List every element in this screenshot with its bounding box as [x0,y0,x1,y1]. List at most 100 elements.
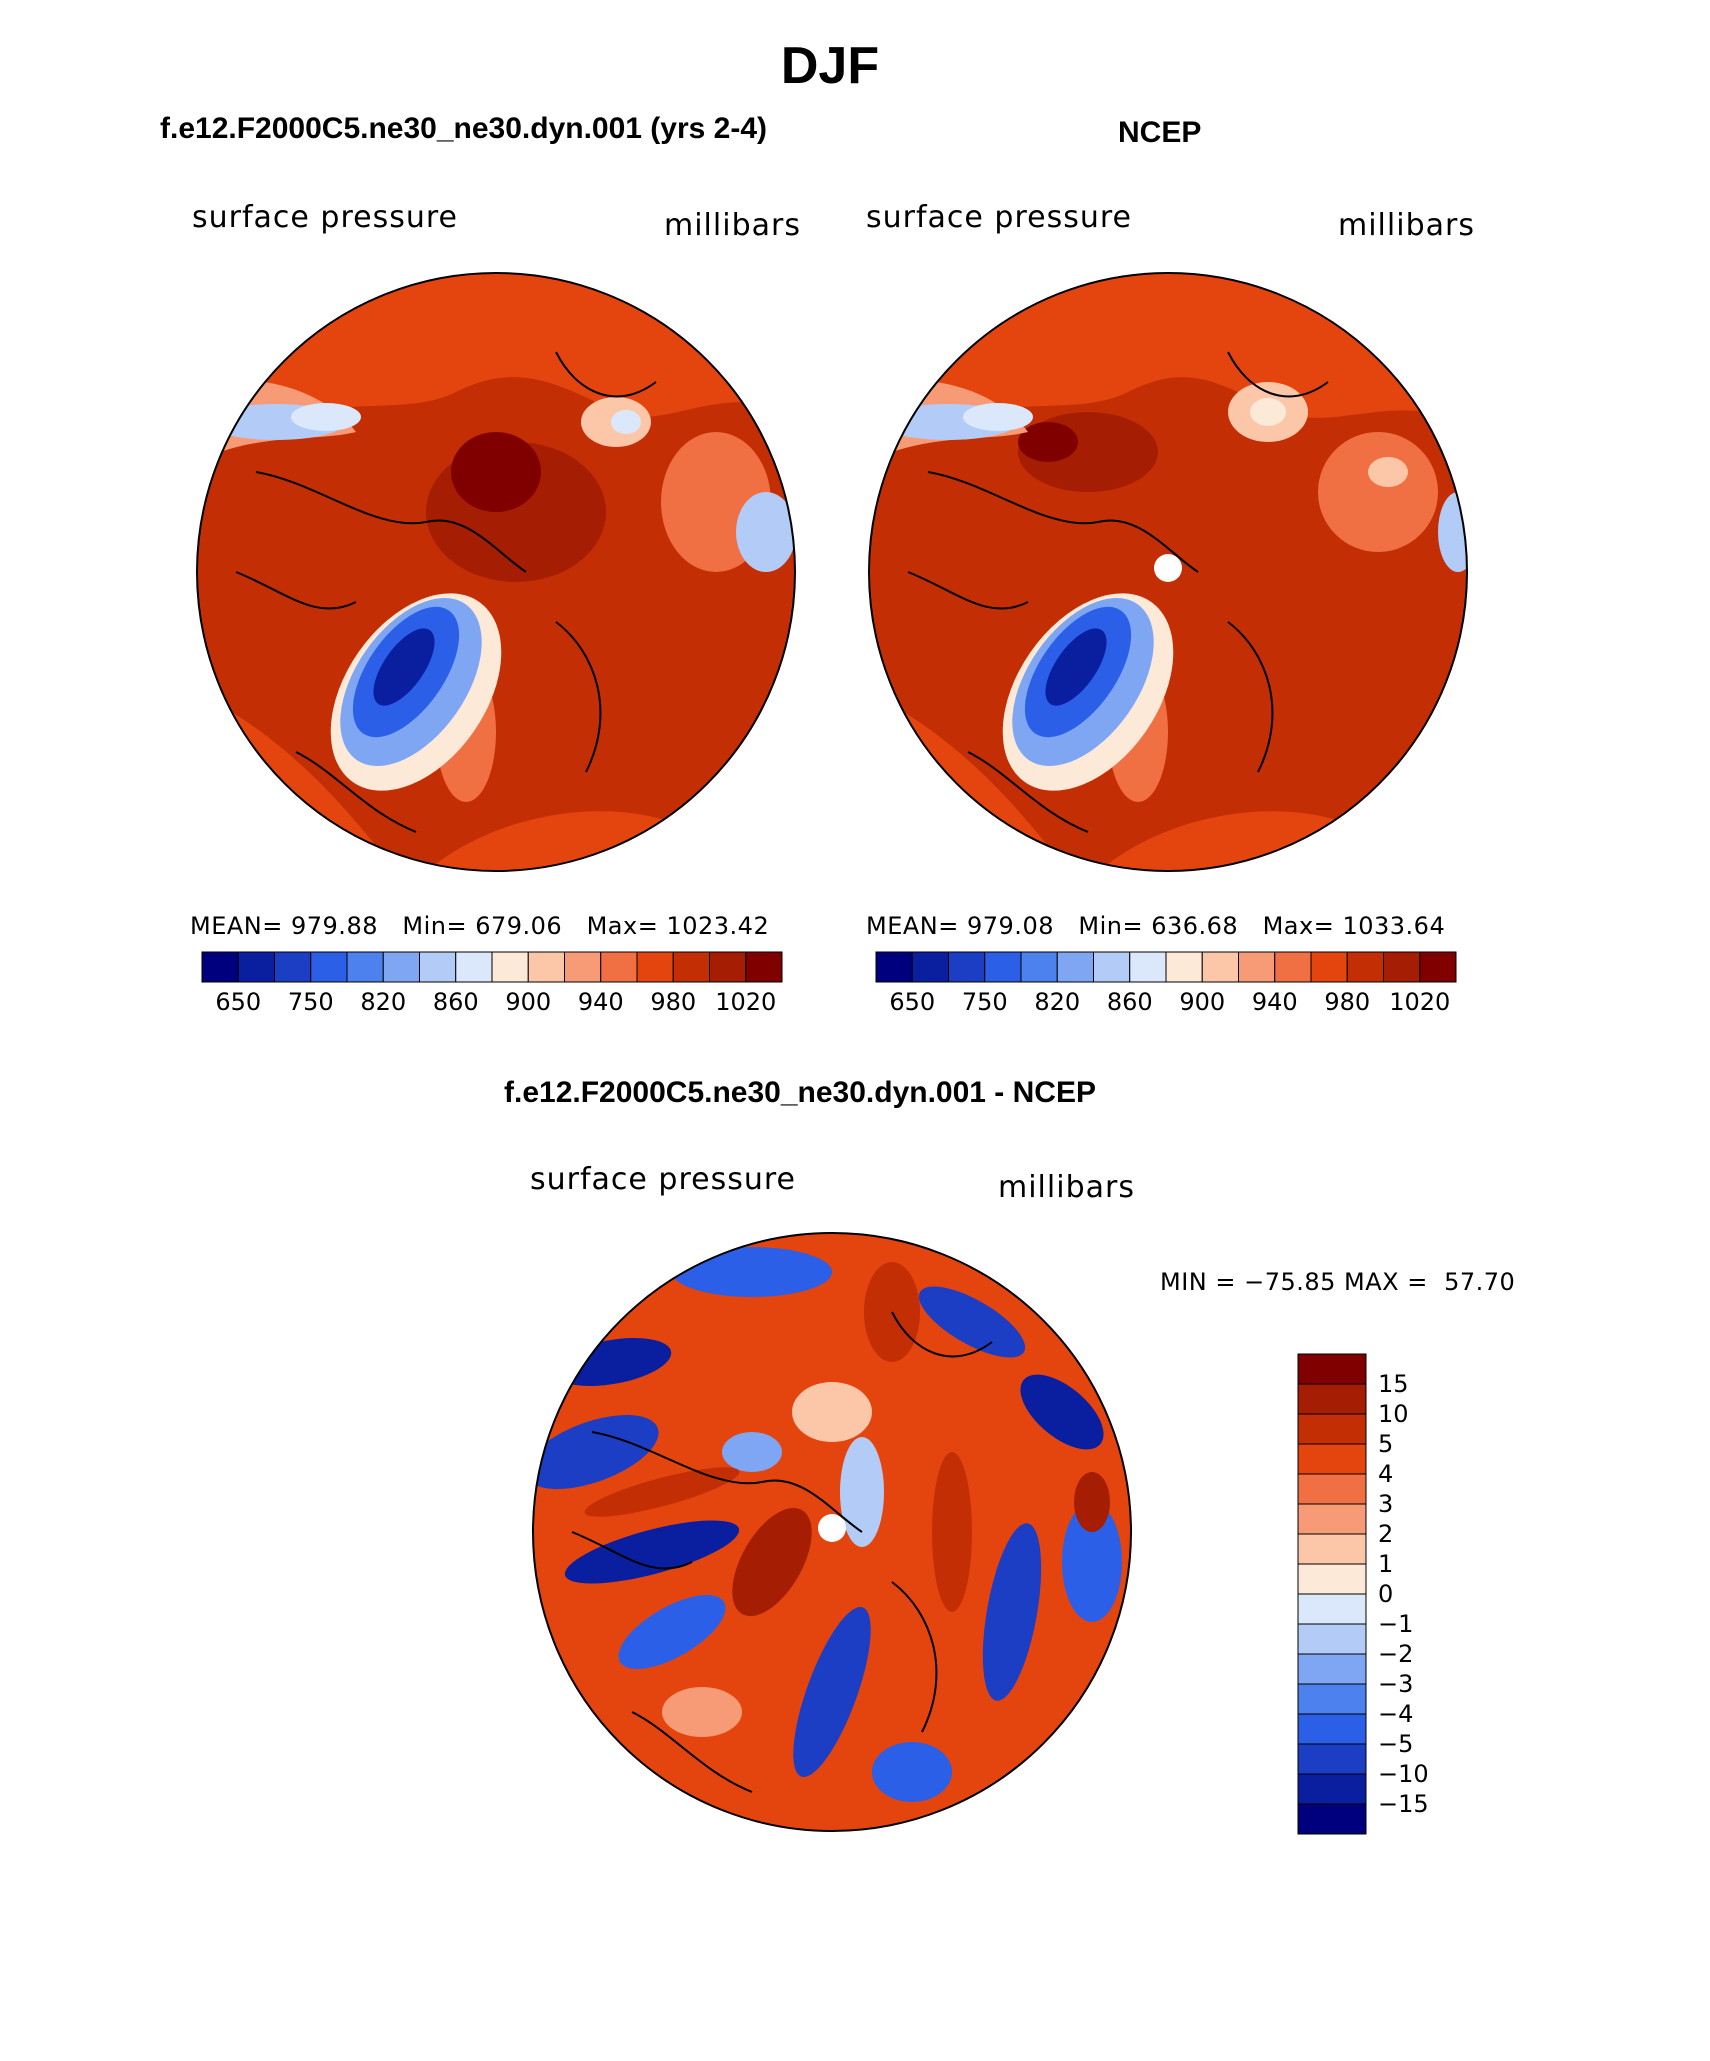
model-colorbar-tick-label: 860 [433,988,479,1016]
obs-colorbar-tick-label: 940 [1252,988,1298,1016]
diff-colorbar-box [1297,1623,1367,1655]
obs-colorbar-box [948,951,986,983]
diff-colorbar-box [1297,1713,1367,1745]
diff-colorbar-box [1297,1653,1367,1685]
obs-rockies-b [1250,398,1286,426]
model-rockies-b [611,410,641,434]
obs-colorbar-tick-label: 750 [962,988,1008,1016]
model-colorbar-box [201,951,239,983]
obs-colorbar-box [1346,951,1384,983]
obs-rockies-c [1318,432,1438,552]
model-high-core [451,432,541,512]
obs-colorbar-tick-label: 860 [1107,988,1153,1016]
model-greenland-core [373,628,435,706]
diff-colorbar-tick-label: −4 [1378,1700,1413,1728]
model-colorbar-tick-label: 1020 [715,988,776,1016]
diff-colorbar-box [1297,1533,1367,1565]
model-units-label: millibars [664,208,801,243]
diff-colorbar-box [1297,1683,1367,1715]
model-colorbar-box [237,951,275,983]
model-colorbar-box [527,951,565,983]
diff-colorbar-tick-label: 0 [1378,1580,1393,1608]
obs-mean-label: MEAN= [866,912,959,940]
diff-colorbar-tick-label: 10 [1378,1400,1409,1428]
model-colorbar-box [709,951,747,983]
model-colorbar-box [491,951,529,983]
obs-mean-value: 979.08 [967,912,1054,940]
model-polar-map [196,272,796,872]
model-colorbar-box [274,951,312,983]
obs-rockies-e [1438,492,1467,572]
diff-colorbar-box [1297,1383,1367,1415]
diff-positive-patches [584,1262,1110,1737]
page-title: DJF [780,37,880,95]
diff-colorbar-tick-label: −1 [1378,1610,1413,1638]
model-variable-label: surface pressure [192,200,458,235]
diff-colorbar-tick-label: 5 [1378,1430,1393,1458]
model-colorbar-tick-label: 820 [360,988,406,1016]
obs-min-label: Min= [1078,912,1144,940]
obs-variable-label: surface pressure [866,200,1132,235]
diff-colorbar-tick-label: 4 [1378,1460,1393,1488]
obs-panel-title: NCEP [1118,116,1202,149]
diff-colorbar-box [1297,1473,1367,1505]
model-colorbar-tick-label: 980 [650,988,696,1016]
diff-colorbar-tick-label: 2 [1378,1520,1393,1548]
model-colorbar-tick-label: 750 [288,988,334,1016]
obs-polar-map [868,272,1468,872]
diff-colorbar-tick-label: −3 [1378,1670,1413,1698]
diff-colorbar-box [1297,1353,1367,1385]
diff-colorbar-tick-label: −10 [1378,1760,1429,1788]
model-rockies-d [736,492,795,572]
diff-negative-patches [533,1247,1122,1802]
model-colorbar-box [455,951,493,983]
obs-colorbar-box [911,951,949,983]
diff-variable-label: surface pressure [530,1162,796,1197]
diff-colorbar-tick-label: −15 [1378,1790,1429,1818]
obs-coastlines [907,351,1329,833]
model-colorbar-box [382,951,420,983]
diff-colorbar-box [1297,1743,1367,1775]
obs-colorbar-box [1383,951,1421,983]
obs-greenland-core [1045,628,1107,706]
obs-colorbar-box [984,951,1022,983]
model-max-label: Max= [586,912,659,940]
model-colorbar-box [636,951,674,983]
obs-min-value: 636.68 [1151,912,1239,940]
diff-colorbar-box [1297,1803,1367,1835]
obs-pole-mask [1154,554,1182,582]
obs-colorbar-box [875,951,913,983]
obs-units-label: millibars [1338,208,1475,243]
obs-high-b [1018,422,1078,462]
model-colorbar-box [419,951,457,983]
obs-colorbar-box [1020,951,1058,983]
obs-colorbar-box [1056,951,1094,983]
diff-colorbar-tick-label: 3 [1378,1490,1393,1518]
obs-colorbar-tick-label: 1020 [1389,988,1450,1016]
diff-colorbar-box [1297,1593,1367,1625]
obs-max-label: Max= [1262,912,1335,940]
obs-colorbar-tick-label: 980 [1324,988,1370,1016]
model-max-value: 1023.42 [666,912,770,940]
obs-colorbar-box [1310,951,1348,983]
model-stats: MEAN= 979.88 Min= 679.06 Max= 1023.42 [190,912,769,940]
model-colorbar-box [310,951,348,983]
diff-colorbar-box [1297,1443,1367,1475]
model-mean-label: MEAN= [190,912,283,940]
diff-colorbar-box [1297,1563,1367,1595]
diff-colorbar-tick-label: −5 [1378,1730,1413,1758]
diff-colorbar-tick-label: 1 [1378,1550,1393,1578]
diff-panel-title: f.e12.F2000C5.ne30_ne30.dyn.001 - NCEP [504,1076,1096,1109]
model-coastlines [235,351,657,833]
obs-colorbar-box [1238,951,1276,983]
model-min-value: 679.06 [475,912,563,940]
diff-colorbar-tick-label: 15 [1378,1370,1409,1398]
obs-colorbar-tick-label: 900 [1179,988,1225,1016]
model-colorbar-tick-label: 900 [505,988,551,1016]
obs-colorbar-box [1165,951,1203,983]
diff-colorbar-box [1297,1503,1367,1535]
obs-colorbar-box [1093,951,1131,983]
obs-max-value: 1033.64 [1342,912,1446,940]
model-min-label: Min= [402,912,468,940]
